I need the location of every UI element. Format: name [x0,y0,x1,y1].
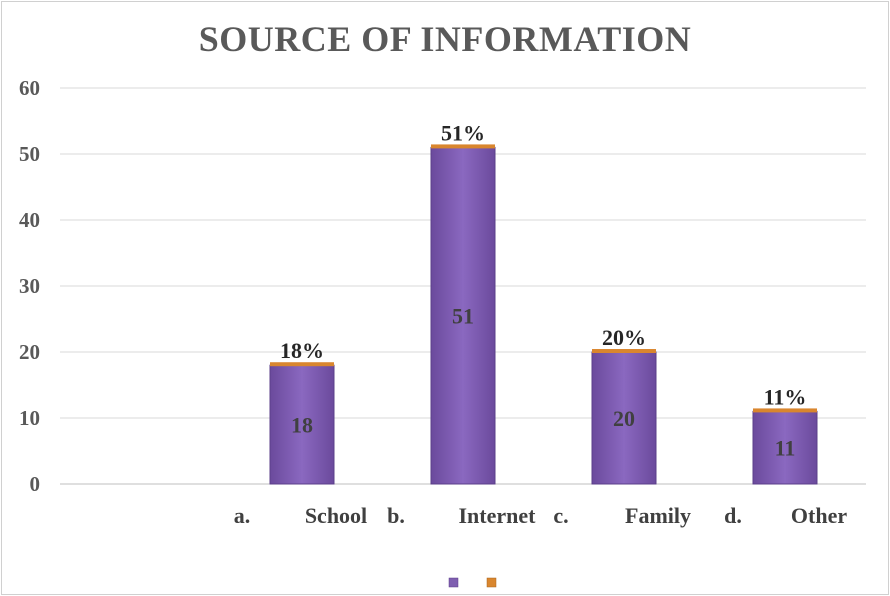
bar-percent-label: 11% [764,384,807,409]
bar-cap-2 [431,144,495,149]
legend-swatch-series-2 [486,577,497,588]
y-tick-label: 20 [19,340,40,364]
bar-value-label: 18 [291,413,313,438]
bar-percent-label: 20% [602,325,646,350]
bar-1 [269,364,335,485]
bar-4 [752,410,818,485]
bar-value-label: 51 [452,304,474,329]
x-category-letter: d. [724,503,742,528]
bars [269,144,818,485]
bar-cap-4 [753,408,817,413]
y-tick-label: 30 [19,274,40,298]
bar-percent-label: 18% [280,338,324,363]
y-tick-label: 50 [19,142,40,166]
x-category-label: Family [625,503,691,528]
x-category-label: Other [791,503,847,528]
bar-3 [591,351,657,485]
y-tick-label: 60 [19,76,40,100]
y-axis: 0 10 20 30 40 50 60 [19,76,40,496]
bar-cap-1 [270,362,334,367]
x-category-label: School [305,503,367,528]
y-tick-label: 0 [30,472,41,496]
x-axis: a. School b. Internet c. Family d. Other [234,503,848,528]
data-labels: 18 18% 51 51% 20 20% 11 11% [280,120,806,460]
legend-swatch-series-1 [448,577,459,588]
chart-title: SOURCE OF INFORMATION [198,19,692,59]
bar-cap-3 [592,349,656,353]
bar-value-label: 11 [775,436,796,461]
y-tick-label: 10 [19,406,40,430]
x-category-letter: b. [387,503,405,528]
x-category-letter: c. [553,503,568,528]
bar-value-label: 20 [613,406,635,431]
legend [448,577,497,588]
x-category-letter: a. [234,503,251,528]
x-category-label: Internet [459,503,537,528]
bar-percent-label: 51% [441,120,485,145]
y-tick-label: 40 [19,208,40,232]
